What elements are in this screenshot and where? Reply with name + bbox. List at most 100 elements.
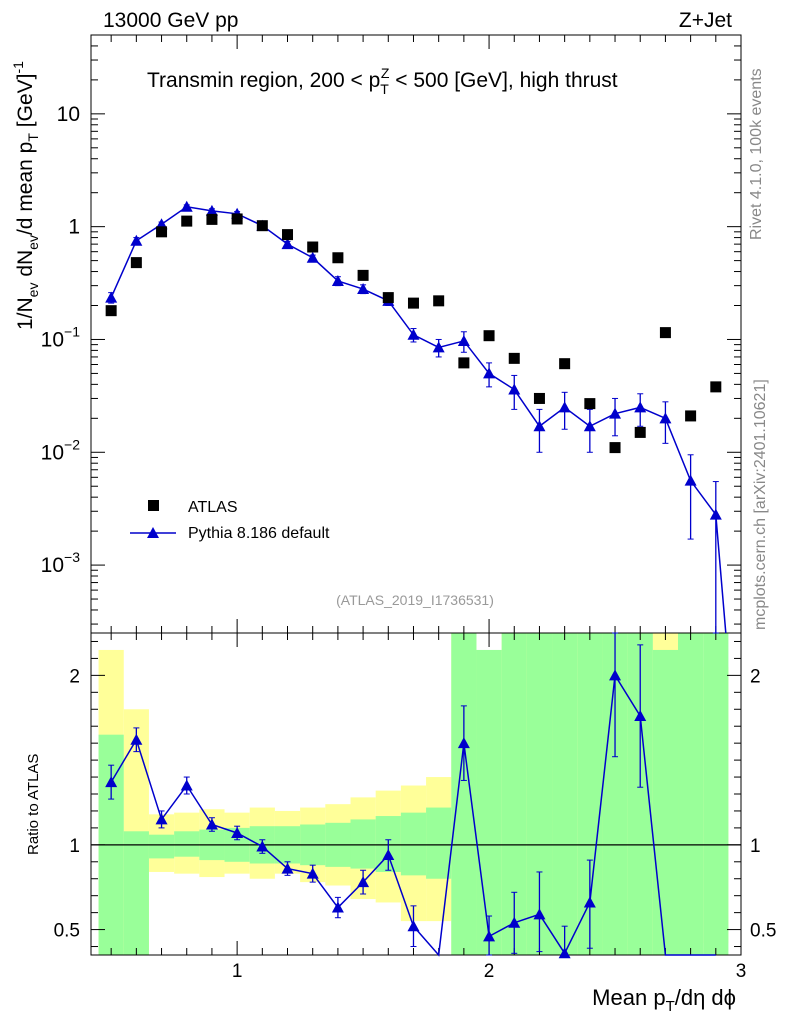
x-tick-label: 2 bbox=[484, 961, 495, 982]
band-inner-13 bbox=[426, 807, 452, 879]
x-axis-label: Mean pT/dη dϕ bbox=[592, 985, 736, 1015]
atlas-point bbox=[307, 241, 319, 253]
atlas-point bbox=[282, 229, 294, 241]
ratio-point bbox=[256, 840, 269, 852]
ratio-point bbox=[533, 908, 546, 920]
x-tick-label: 3 bbox=[736, 961, 747, 982]
band-inner-14 bbox=[451, 633, 477, 955]
ratio-point bbox=[382, 849, 395, 861]
atlas-point bbox=[407, 297, 419, 309]
mc-point bbox=[331, 274, 344, 286]
atlas-point bbox=[483, 330, 495, 342]
ratio-point bbox=[231, 826, 244, 838]
y-axis-label: 1/Nev dNev/d mean pT [GeV]-1 bbox=[10, 61, 41, 330]
analysis-id: (ATLAS_2019_I1736531) bbox=[336, 592, 494, 608]
ratio-point bbox=[508, 916, 521, 928]
band-inner-12 bbox=[400, 812, 427, 876]
header-left: 13000 GeV pp bbox=[103, 9, 238, 32]
mc-point bbox=[306, 251, 319, 263]
ratio-point bbox=[205, 818, 218, 830]
axis-ticks: 1 2 3 10 1 10−1 10−2 10−3 2 2 1 1 0.5 0.5 bbox=[41, 34, 776, 982]
atlas-point bbox=[357, 269, 369, 281]
atlas-point bbox=[256, 220, 268, 232]
mc-line bbox=[110, 206, 727, 634]
legend-marker-pythia bbox=[147, 527, 159, 538]
ratio-tick-label-left: 2 bbox=[69, 666, 80, 687]
mc-series-main bbox=[105, 200, 727, 634]
mc-point bbox=[130, 234, 143, 246]
band-inner-15 bbox=[476, 649, 502, 955]
legend-label-pythia: Pythia 8.186 default bbox=[188, 525, 330, 542]
atlas-point bbox=[609, 442, 621, 454]
mc-point bbox=[281, 238, 294, 250]
mc-point bbox=[659, 412, 672, 424]
mc-point bbox=[508, 383, 521, 395]
mc-point bbox=[483, 367, 496, 379]
y-tick-label: 10−2 bbox=[41, 436, 81, 464]
atlas-point bbox=[659, 327, 671, 339]
ratio-point bbox=[130, 733, 143, 745]
y-tick-label: 1 bbox=[68, 216, 80, 239]
band-inner-1 bbox=[123, 831, 149, 955]
ratio-tick-label-left: 0.5 bbox=[54, 921, 80, 942]
legend-label-atlas: ATLAS bbox=[188, 499, 238, 516]
atlas-point bbox=[181, 215, 193, 227]
atlas-point bbox=[634, 426, 646, 438]
band-inner-18 bbox=[552, 633, 578, 955]
atlas-point bbox=[206, 213, 218, 225]
ratio-point bbox=[331, 901, 344, 913]
mc-point bbox=[558, 401, 571, 413]
ratio-tick-label-right: 2 bbox=[750, 666, 761, 687]
x-tick-label: 1 bbox=[232, 961, 243, 982]
ratio-point bbox=[155, 813, 168, 825]
atlas-point bbox=[382, 292, 394, 304]
atlas-point bbox=[458, 357, 470, 369]
mc-point bbox=[583, 420, 596, 432]
mc-point bbox=[457, 334, 470, 346]
ratio-point bbox=[609, 669, 622, 681]
y-tick-label: 10 bbox=[57, 103, 80, 126]
ratio-point bbox=[281, 862, 294, 874]
atlas-point bbox=[156, 226, 168, 238]
ratio-tick-label-right: 0.5 bbox=[750, 921, 776, 942]
ratio-y-axis-label: Ratio to ATLAS bbox=[25, 754, 42, 855]
band-inner-10 bbox=[350, 819, 376, 869]
ratio-point bbox=[483, 930, 496, 942]
mc-point bbox=[709, 508, 722, 520]
atlas-point bbox=[332, 252, 344, 264]
y-tick-label: 10−3 bbox=[41, 549, 81, 577]
mc-point bbox=[180, 200, 193, 212]
atlas-point bbox=[533, 392, 545, 404]
atlas-point bbox=[584, 398, 596, 410]
ratio-point bbox=[407, 920, 420, 932]
atlas-point bbox=[433, 295, 445, 307]
atlas-point bbox=[105, 305, 117, 317]
ratio-series bbox=[105, 632, 716, 959]
mc-point bbox=[357, 283, 370, 295]
atlas-point bbox=[508, 352, 520, 364]
atlas-point bbox=[231, 213, 243, 225]
atlas-point bbox=[710, 381, 722, 393]
band-inner-22 bbox=[652, 649, 679, 955]
mc-point bbox=[609, 407, 622, 419]
atlas-point bbox=[559, 358, 571, 370]
ratio-point bbox=[180, 779, 193, 791]
ratio-tick-label-left: 1 bbox=[69, 836, 80, 857]
ratio-tick-label-right: 1 bbox=[750, 836, 761, 857]
atlas-series-main bbox=[105, 213, 722, 454]
ratio-point bbox=[306, 867, 319, 879]
chart-title: Transmin region, 200 < pTZ < 500 [GeV], … bbox=[147, 65, 618, 97]
y-tick-label: 10−1 bbox=[41, 323, 81, 351]
ratio-point bbox=[457, 737, 470, 749]
ratio-point bbox=[634, 710, 647, 722]
band-inner-2 bbox=[148, 834, 175, 859]
mc-point bbox=[205, 204, 218, 216]
ratio-point bbox=[105, 776, 118, 788]
mc-point bbox=[634, 401, 647, 413]
band-inner-3 bbox=[174, 831, 200, 857]
ratio-point bbox=[558, 947, 571, 959]
header-right: Z+Jet bbox=[679, 9, 732, 32]
mc-point bbox=[684, 474, 697, 486]
atlas-point bbox=[130, 257, 142, 269]
band-inner-23 bbox=[678, 633, 704, 955]
